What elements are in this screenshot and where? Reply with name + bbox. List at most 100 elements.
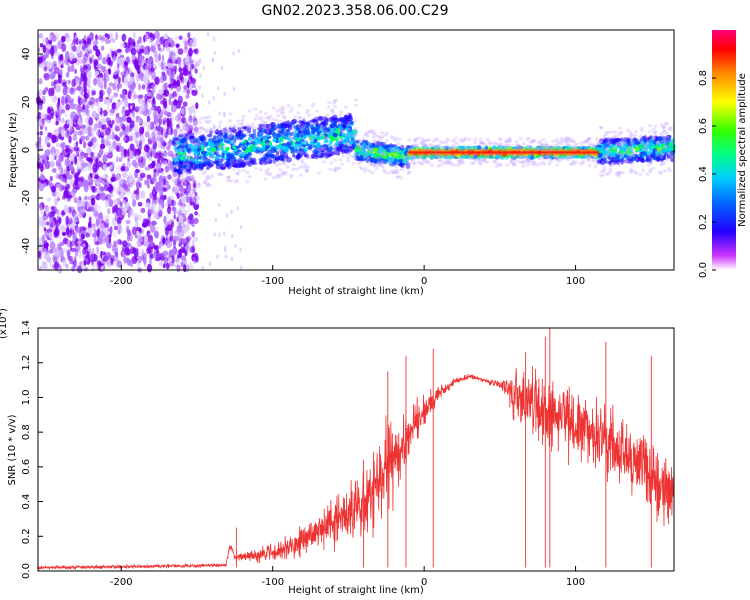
spectrogram-cell [107,92,111,100]
spectrogram-cell [120,71,127,77]
spectrogram-cell [53,128,60,136]
spectrogram-cell [174,143,179,148]
spectrogram-cell [171,255,175,264]
spectrogram-cell [212,36,216,42]
spectrogram-cell [64,97,68,105]
spectrogram-cell [111,173,116,179]
spectrogram-cell [119,43,126,48]
spectrogram-cell [261,144,266,148]
spectrogram-cell [406,164,411,168]
spectrogram-cell [278,108,283,112]
spectrogram-cell [148,209,155,215]
spectrogram-cell [72,87,77,92]
spectrogram-cell [220,158,225,162]
spectrogram-cell [135,153,140,161]
spectrogram-cell [339,138,344,142]
spectrogram-cell [212,128,217,133]
spectrogram-cell [171,221,175,228]
spectrogram-cell [198,120,203,124]
spectrogram-cell [43,53,49,59]
spectrogram-cell [74,68,77,75]
spectrogram-cell [55,208,60,215]
spectrogram-cell [386,144,390,149]
spectrogram-cell [268,153,275,158]
spectrogram-cell [149,192,153,199]
spectrogram-cell [268,157,272,161]
spectrogram-cell [69,87,74,95]
spectrogram-cell [115,240,120,246]
spectrogram-cell [399,176,404,180]
spectrogram-cell [219,141,223,145]
spectrogram-cell [330,120,336,126]
spectrogram-cell [344,135,349,139]
spectrogram-cell [104,199,109,208]
spectrogram-cell [132,199,137,207]
spectrogram-cell [116,83,120,92]
spectrogram-cell [174,58,178,65]
spectrogram-cell [129,209,134,216]
spectrogram-cell [47,149,51,156]
spectrogram-cell [341,141,347,145]
spectrogram-cell [104,235,109,242]
spectrogram-cell [183,65,187,72]
spectrogram-cell [205,120,210,125]
spectrogram-cell [271,117,276,122]
spectrogram-cell [109,32,114,38]
spectrogram-cell [48,223,54,232]
spectrogram-cell [270,126,276,132]
spectrogram-cell [146,198,151,204]
spectrogram-cell [110,257,114,266]
spectrogram-cell [61,43,67,52]
spectrogram-cell [194,211,198,216]
spectrogram-cell [193,48,198,54]
spectrogram-cell [171,116,175,122]
spectrogram-cell [182,180,189,187]
spectrogram-cell [181,229,185,237]
spectrogram-cell [157,140,161,150]
spectrogram-cell [126,257,130,264]
spectrogram-cell [217,145,222,149]
spectrogram-cell [368,157,374,162]
spectrogram-cell [45,130,49,136]
spectrogram-cell [168,93,175,100]
spectrogram-cell [47,106,51,112]
spectrogram-cell [509,158,514,162]
spectrogram-cell [298,173,303,177]
spectrogram-cell [154,76,160,85]
spectrogram-cell [186,196,189,203]
spectrogram-cell [344,133,349,137]
spectrogram-cell [549,145,554,149]
spectrogram-cell [370,147,375,151]
spectrogram-cell [217,145,223,149]
spectrogram-cell [39,77,43,85]
spectrogram-cell [209,127,214,131]
spectrogram-cell [112,74,119,80]
spectrogram-cell [169,50,174,59]
spectrogram-cell [130,72,135,78]
spectrogram-cell [356,161,361,165]
spectrogram-cell [214,218,217,223]
spectrogram-cell [327,105,331,109]
spectrogram-cell [151,128,157,134]
spectrogram-cell [253,107,258,111]
spectrogram-cell [330,108,335,112]
spectrogram-cell [358,139,363,143]
spectrogram-cell [169,117,173,125]
spectrogram-cell [277,128,282,132]
spectrogram-cell [239,247,242,252]
spectrogram-cell [100,250,103,259]
spectrogram-cell [139,110,143,115]
spectrogram-cell [64,158,71,167]
spectrogram-cell [139,66,145,74]
spectrogram-cell [322,160,327,164]
spectrogram-cell [102,109,108,117]
spectrogram-cell [365,149,370,153]
spectrogram-cell [119,119,123,128]
spectrogram-cell [278,149,283,153]
spectrogram-cell [208,119,213,123]
spectrogram-cell [102,66,108,73]
spectrogram-cell [165,239,172,249]
spectrogram-cell [337,138,342,143]
spectrogram-cell [393,168,398,172]
spectrogram-cell [279,151,284,156]
